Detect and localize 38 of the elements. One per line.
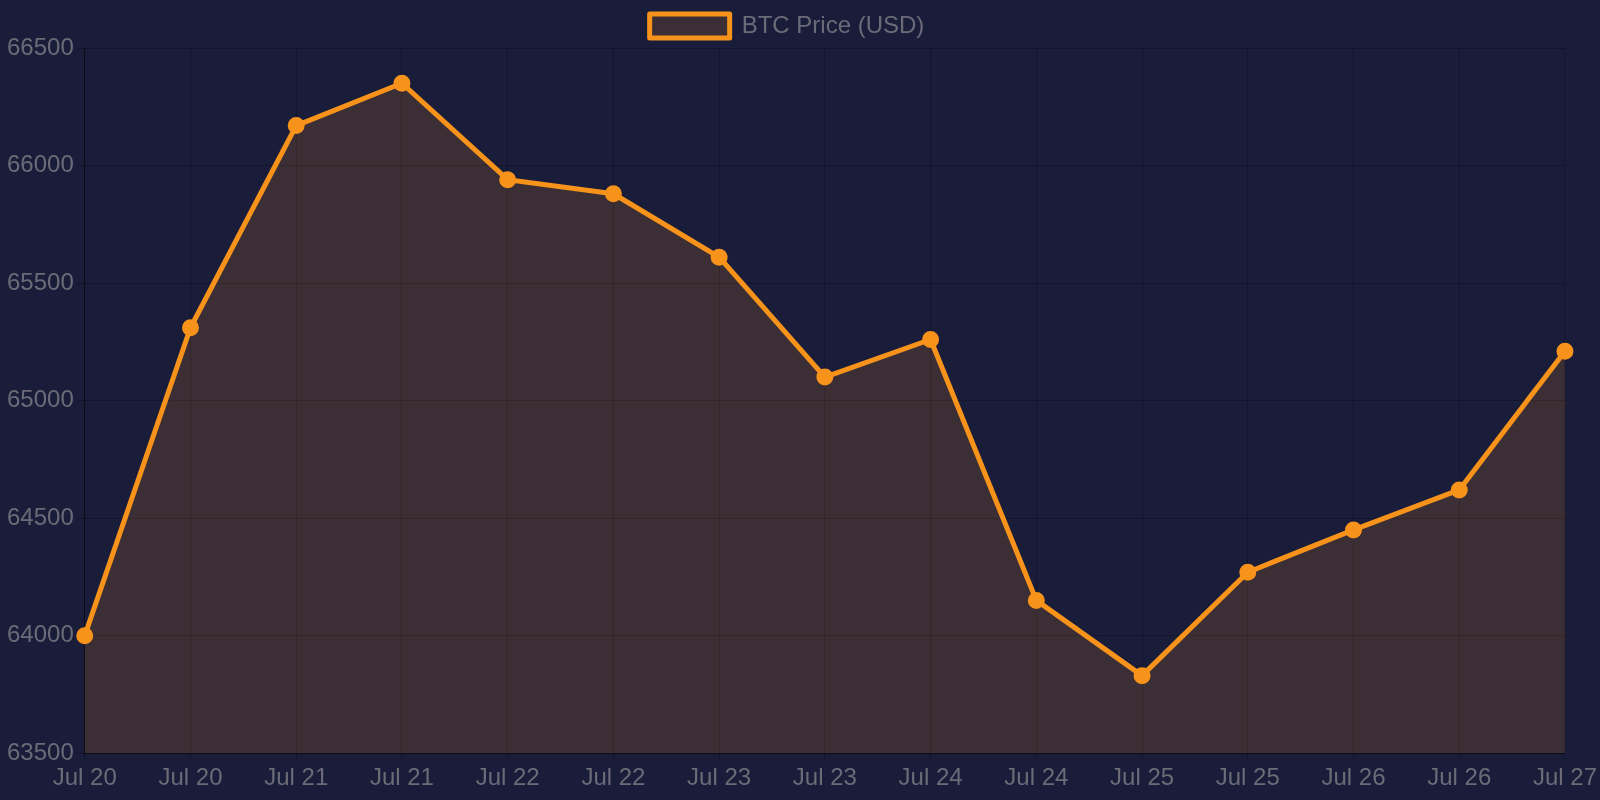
- point: [1027, 591, 1045, 609]
- y-tick-label: 66000: [6, 150, 74, 178]
- x-tick-label: Jul 25: [1215, 763, 1280, 791]
- x-tick-label: Jul 20: [158, 763, 223, 791]
- point: [922, 330, 940, 348]
- x-tick-label: Jul 20: [52, 763, 117, 791]
- y-tick-label: 63500: [6, 737, 74, 765]
- y-tick-label: 66500: [6, 32, 74, 60]
- x-tick-label: Jul 22: [581, 763, 646, 791]
- x-tick-label: Jul 25: [1110, 763, 1175, 791]
- x-tick-label: Jul 22: [475, 763, 540, 791]
- point: [1133, 667, 1151, 685]
- x-tick-label: Jul 24: [898, 763, 963, 791]
- point: [1556, 342, 1574, 360]
- point: [1450, 481, 1468, 499]
- point: [76, 627, 94, 645]
- x-tick-label: Jul 24: [1004, 763, 1069, 791]
- y-tick-label: 65000: [6, 385, 74, 413]
- x-tick-label: Jul 21: [369, 763, 434, 791]
- point: [181, 319, 199, 337]
- x-tick-label: Jul 23: [687, 763, 752, 791]
- x-tick-label: Jul 26: [1427, 763, 1492, 791]
- x-tick-label: Jul 23: [792, 763, 857, 791]
- point: [287, 117, 305, 135]
- x-tick-label: Jul 21: [264, 763, 329, 791]
- point: [816, 368, 834, 386]
- y-tick-label: 64500: [6, 502, 74, 530]
- legend-label: BTC Price (USD): [741, 10, 925, 38]
- point: [499, 171, 517, 189]
- x-tick-label: Jul 26: [1321, 763, 1386, 791]
- y-tick-label: 65500: [6, 267, 74, 295]
- x-tick-label: Jul 27: [1532, 763, 1597, 791]
- point: [1345, 521, 1363, 539]
- point: [604, 185, 622, 203]
- y-tick-label: 64000: [6, 620, 74, 648]
- point: [1239, 563, 1257, 581]
- point: [393, 74, 411, 92]
- point: [710, 248, 728, 266]
